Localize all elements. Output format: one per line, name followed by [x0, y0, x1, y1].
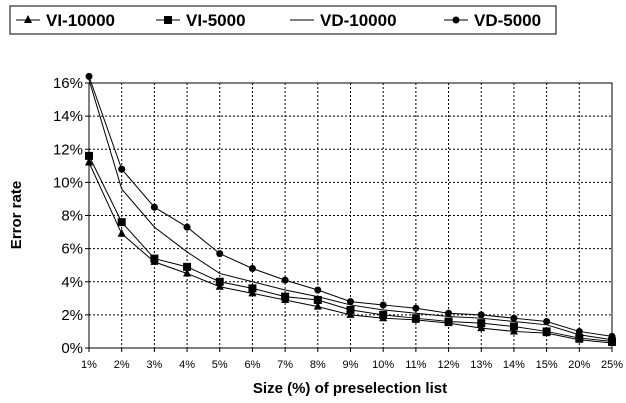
data-point-triangle	[85, 157, 93, 166]
data-point-triangle	[183, 268, 192, 277]
data-point-square	[281, 292, 290, 301]
data-point-square	[444, 317, 453, 326]
data-point-circle	[85, 72, 93, 80]
x-tick-label: 20%	[568, 359, 590, 371]
data-point-square	[183, 262, 192, 271]
data-point-square	[477, 319, 486, 328]
series-vi-5000	[85, 151, 616, 346]
data-point-circle	[379, 301, 387, 309]
y-axis: 0% 2% 4% 6% 8% 10% 12% 14% 16%	[53, 75, 89, 357]
data-point-circle	[314, 286, 322, 294]
y-tick-label: 0%	[61, 340, 83, 357]
data-point-circle	[445, 309, 453, 317]
data-point-square	[248, 284, 257, 293]
legend: VI-10000 VI-5000 VD-10000 VD-5000	[9, 5, 557, 35]
x-tick-label: 9%	[343, 359, 359, 371]
x-tick-label: 14%	[503, 359, 525, 371]
data-point-circle	[452, 16, 460, 24]
y-tick-label: 10%	[53, 174, 83, 191]
data-point-square	[575, 334, 584, 343]
y-tick-label: 4%	[61, 274, 83, 291]
x-tick-label: 1%	[81, 359, 97, 371]
legend-label: VD-10000	[320, 11, 397, 30]
data-point-square	[164, 16, 172, 24]
data-point-circle	[543, 318, 551, 325]
x-tick-label: 4%	[179, 359, 195, 371]
y-tick-label: 2%	[61, 307, 83, 324]
data-point-square	[411, 314, 420, 323]
data-point-circle	[216, 250, 224, 258]
series-vd-5000	[85, 72, 616, 340]
legend-entry-vd-10000: VD-10000	[290, 11, 397, 30]
y-tick-label: 16%	[53, 75, 83, 92]
data-point-circle	[477, 311, 485, 319]
y-axis-title: Error rate	[8, 181, 25, 249]
data-point-square	[150, 254, 159, 263]
data-point-circle	[347, 298, 354, 306]
data-point-circle	[248, 265, 256, 272]
data-point-square	[215, 277, 224, 286]
data-point-square	[346, 305, 355, 314]
data-point-square	[313, 295, 322, 304]
legend-label: VD-5000	[474, 11, 541, 30]
y-tick-label: 14%	[53, 108, 83, 125]
legend-entry-vi-10000: VI-10000	[16, 11, 115, 30]
data-point-square	[509, 322, 518, 331]
x-tick-label: 12%	[438, 359, 460, 371]
x-tick-label: 2%	[114, 359, 130, 371]
data-point-square	[542, 327, 551, 336]
legend-label: VI-5000	[186, 11, 246, 30]
data-point-circle	[608, 332, 616, 340]
x-tick-label: 25%	[601, 359, 623, 371]
data-point-square	[85, 151, 93, 160]
x-tick-label: 11%	[405, 359, 426, 371]
legend-label: VI-10000	[46, 11, 115, 30]
data-point-triangle	[24, 15, 32, 23]
x-tick-label: 5%	[212, 359, 228, 371]
legend-entry-vd-5000: VD-5000	[444, 11, 541, 30]
data-point-circle	[150, 203, 158, 211]
data-point-circle	[183, 223, 191, 231]
data-point-square	[608, 337, 616, 346]
x-tick-label: 8%	[310, 359, 326, 371]
legend-entry-vi-5000: VI-5000	[156, 11, 246, 30]
data-point-circle	[281, 276, 289, 284]
x-tick-label: 7%	[277, 359, 293, 371]
data-point-circle	[510, 314, 518, 322]
y-tick-label: 6%	[61, 241, 83, 258]
data-point-square	[379, 310, 388, 319]
x-tick-label: 10%	[372, 359, 394, 371]
x-axis: 1% 2% 3% 4% 5% 6% 7% 8% 9% 10% 11% 12% 13% 14% 15% 20% 2…	[81, 348, 623, 371]
x-axis-title: Size (%) of preselection list	[253, 380, 447, 397]
data-point-circle	[575, 327, 583, 335]
series-layer	[85, 72, 616, 347]
data-point-triangle	[117, 228, 126, 237]
y-tick-label: 12%	[53, 141, 83, 158]
data-point-triangle	[313, 301, 322, 310]
x-tick-label: 15%	[536, 359, 558, 371]
x-tick-label: 13%	[470, 359, 492, 371]
x-tick-label: 6%	[244, 359, 260, 371]
x-tick-label: 3%	[146, 359, 162, 371]
y-tick-label: 8%	[61, 208, 83, 225]
data-point-circle	[412, 304, 420, 312]
data-point-square	[117, 218, 126, 227]
data-point-circle	[118, 165, 126, 173]
